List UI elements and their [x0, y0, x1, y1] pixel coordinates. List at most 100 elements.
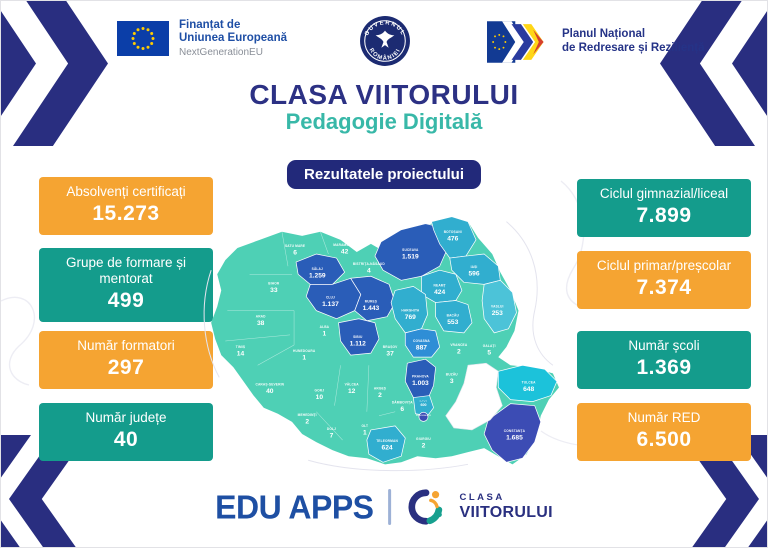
- county-value: 476: [447, 235, 458, 242]
- county-value: 600: [420, 403, 426, 407]
- eu-funding-logo: Finanțat de Uniunea Europeană NextGenera…: [117, 19, 287, 59]
- county-value: 2: [457, 349, 461, 356]
- county-regions: [295, 216, 558, 463]
- eagle-emblem-icon: [375, 30, 395, 48]
- stat-value: 6.500: [636, 428, 692, 452]
- county-value: 2: [378, 392, 382, 399]
- county-value: 4: [367, 268, 371, 275]
- eu-funding-line3: NextGenerationEU: [179, 47, 263, 59]
- stat-box-formatori: Număr formatori 297: [30, 331, 213, 404]
- county-label: VRANCEA: [450, 343, 468, 347]
- stat-box-primar: Ciclul primar/preșcolar 7.374: [577, 251, 764, 324]
- county-label: PRAHOVA: [412, 374, 429, 378]
- county-label: VÂLCEA: [345, 381, 360, 386]
- eu-funding-line2: Uniunea Europeană: [179, 32, 287, 45]
- county-value: 6: [400, 406, 404, 413]
- pnrr-line2: de Redresare și Reziliență: [562, 42, 705, 54]
- county-value: 887: [416, 344, 427, 351]
- county-value: 1.519: [402, 253, 419, 260]
- county-label: OLT: [362, 424, 369, 428]
- county-value: 2: [305, 418, 309, 425]
- county-label: TIMIȘ: [236, 345, 246, 349]
- county-label: DOLJ: [327, 427, 336, 431]
- county-label: SATU MARE: [285, 244, 306, 248]
- county-value: 1.259: [309, 273, 326, 280]
- county-value: 2: [422, 443, 426, 450]
- county-label: IAȘI: [471, 265, 478, 269]
- county-label: BOTOȘANI: [444, 230, 462, 234]
- county-label: MARAMUREȘ: [333, 243, 356, 247]
- county-value: 424: [434, 289, 445, 296]
- county-label: MUREȘ: [365, 300, 378, 304]
- results-badge: Rezultatele proiectului: [286, 160, 482, 189]
- county-value: 1: [323, 330, 327, 337]
- stat-value: 7.899: [636, 204, 692, 228]
- stat-label: Număr județe: [85, 410, 167, 425]
- stat-box-absolventi: Absolvenți certificați 15.273: [30, 177, 213, 250]
- county-value: 5: [487, 350, 491, 357]
- county-value: 1.003: [412, 380, 429, 387]
- county-label: SĂLAJ: [312, 266, 323, 271]
- county-value: 6: [293, 249, 297, 256]
- county-value: 3: [450, 378, 454, 385]
- stat-box-judete: Număr județe 40: [30, 403, 213, 476]
- county-value: 648: [523, 386, 534, 393]
- county-label: BISTRIȚA-NĂSĂUD: [353, 261, 385, 266]
- stat-value: 297: [107, 356, 145, 380]
- county-label: SIBIU: [353, 335, 363, 339]
- county-value: 1.112: [350, 340, 367, 347]
- stat-value: 7.374: [636, 276, 692, 300]
- county-value: 553: [447, 319, 458, 326]
- footer-divider: [388, 489, 392, 525]
- county-label: CLUJ: [326, 296, 335, 300]
- county-labels: SATU MARE6MARAMUREȘ42BOTOȘANI476SUCEAVA1…: [236, 230, 536, 452]
- county-value: 624: [382, 445, 393, 452]
- eu-funding-line1: Finanțat de: [179, 19, 241, 31]
- viitorului-label: VIITORULUI: [459, 504, 553, 521]
- county-label: ARAD: [256, 315, 266, 319]
- county-value: 769: [405, 314, 416, 321]
- stat-box-gimnazial: Ciclul gimnazial/liceal 7.899: [577, 179, 764, 252]
- stat-value: 15.273: [92, 202, 160, 226]
- county-label: HARGHITA: [401, 309, 419, 313]
- stat-label: Absolvenți certificați: [66, 184, 186, 199]
- county-value: 1.137: [322, 301, 339, 308]
- county-label: ARGEȘ: [374, 386, 387, 390]
- county-value: 1.443: [363, 305, 380, 312]
- county-label: GORJ: [314, 389, 324, 393]
- county-value: 12: [348, 388, 356, 395]
- county-label: MEHEDINȚI: [298, 413, 317, 417]
- stat-label: Număr formatori: [77, 338, 175, 353]
- stat-label: Număr RED: [627, 410, 701, 425]
- eu-flag-icon: [117, 21, 169, 57]
- county-label: DÂMBOVIȚA: [392, 400, 413, 405]
- county-label: COVASNA: [413, 339, 430, 343]
- county-value: 1: [363, 429, 367, 436]
- county-label: TELEORMAN: [376, 439, 398, 443]
- county-label: BACĂU: [447, 313, 460, 318]
- county-value: 1.685: [506, 434, 523, 441]
- page-subtitle: Pedagogie Digitală: [285, 109, 483, 134]
- county-label: NEAMȚ: [434, 283, 446, 287]
- romania-choropleth-map: SATU MARE 6 MARAMUREȘ 42 BOTOȘANI 476 SUCEAVA 1…: [197, 213, 563, 475]
- pnrr-flag-icon: [487, 21, 544, 63]
- county-label: CARAȘ-SEVERIN: [255, 382, 284, 386]
- county-label: BUCUREȘTI: [416, 415, 431, 417]
- county-value: 10: [316, 394, 324, 401]
- county-value: 7: [330, 432, 334, 439]
- clasa-viitorului-logo-icon: [408, 489, 443, 525]
- government-seal-icon: GUVERNUL ROMÂNIEI: [359, 15, 411, 72]
- page-title: CLASA VIITORULUI: [249, 79, 519, 110]
- county-label: TULCEA: [522, 380, 536, 384]
- stat-label: Grupe de formare și mentorat: [65, 255, 187, 287]
- pnrr-line1: Planul Național: [562, 28, 646, 41]
- stat-label: Ciclul primar/preșcolar: [596, 258, 732, 273]
- stat-box-red: Număr RED 6.500: [577, 403, 764, 476]
- stat-box-scoli: Număr școli 1.369: [577, 331, 764, 404]
- county-label: BRAȘOV: [383, 345, 398, 349]
- county-label: CONSTANȚA: [504, 429, 526, 433]
- clasa-label: CLASA: [459, 492, 505, 503]
- county-label: HUNEDOARA: [293, 349, 316, 353]
- stat-value: 1.369: [636, 356, 692, 380]
